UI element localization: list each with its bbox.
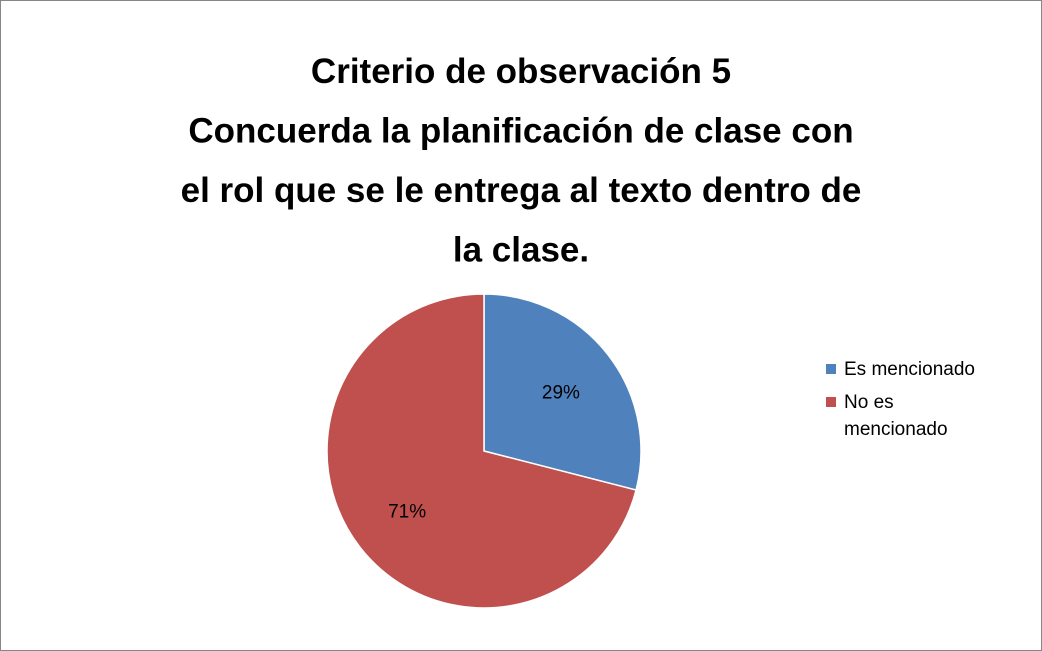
legend-label: Es mencionado — [844, 359, 975, 380]
legend: Es mencionado No es mencionado — [826, 356, 996, 449]
chart-title: Concuerda la planificación de clase con — [188, 112, 853, 151]
pie-slice — [326, 293, 637, 609]
chart-title: la clase. — [453, 231, 589, 270]
legend-entry: Es mencionado — [826, 356, 996, 383]
data-label: 29% — [542, 382, 580, 403]
pie-slice — [483, 293, 642, 491]
data-label: 71% — [388, 502, 426, 523]
legend-swatch — [826, 364, 836, 374]
legend-entry: No es mencionado — [826, 389, 996, 443]
chart-title: el rol que se le entrega al texto dentro… — [181, 171, 862, 210]
chart-title: Criterio de observación 5 — [311, 52, 731, 91]
legend-swatch — [826, 397, 836, 407]
legend-label: No es mencionado — [844, 392, 948, 440]
